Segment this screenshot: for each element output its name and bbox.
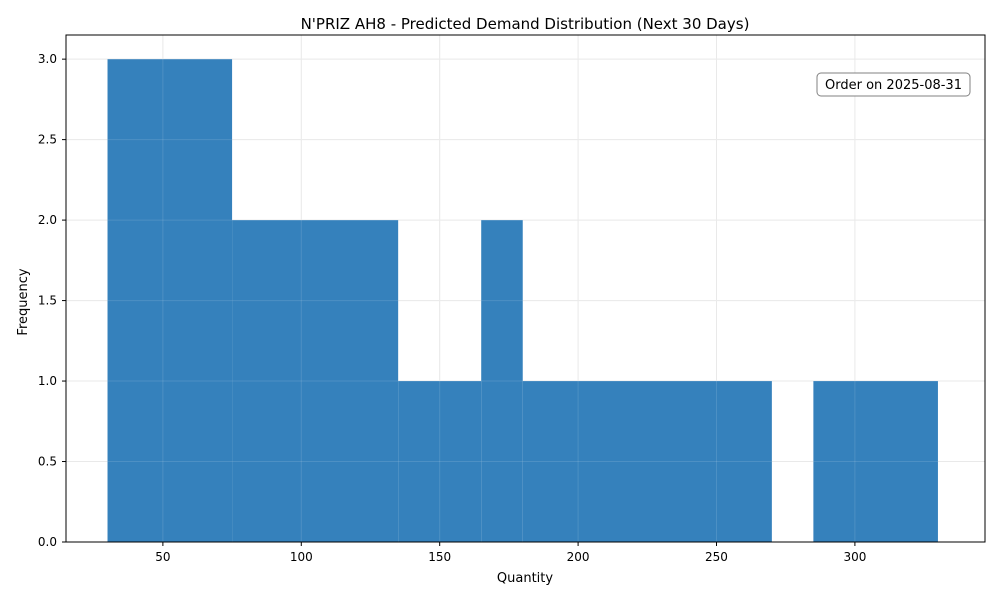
- annotation-text: Order on 2025-08-31: [825, 78, 962, 93]
- histogram-bar: [813, 381, 938, 542]
- y-tick-label: 0.5: [38, 455, 57, 469]
- y-axis-label: Frequency: [16, 268, 31, 335]
- y-tick-label: 0.0: [38, 535, 57, 549]
- annotation-frame: [816, 72, 971, 97]
- y-tick-label: 3.0: [38, 52, 57, 66]
- x-axis-label: Quantity: [497, 571, 553, 586]
- x-tick-label: 100: [290, 550, 313, 564]
- histogram-bar: [107, 59, 233, 543]
- histogram-bar: [481, 220, 523, 542]
- y-tick-label: 1.5: [38, 294, 57, 308]
- x-tick-label: 150: [428, 550, 451, 564]
- y-tick-label: 2.5: [38, 133, 57, 147]
- histogram-bar: [522, 381, 772, 542]
- bars: [107, 59, 938, 543]
- annotation-box: Order on 2025-08-31: [816, 72, 971, 97]
- histogram-bar: [232, 220, 399, 542]
- y-tick-label: 2.0: [38, 213, 57, 227]
- x-axis-ticks: 50 100 150 200 250 300: [155, 542, 866, 564]
- histogram-bar: [398, 381, 482, 542]
- y-axis-ticks: 0.0 0.5 1.0 1.5 2.0 2.5 3.0: [38, 52, 66, 549]
- chart-title: N'PRIZ AH8 - Predicted Demand Distributi…: [301, 15, 750, 33]
- y-tick-label: 1.0: [38, 374, 57, 388]
- x-tick-label: 300: [843, 550, 866, 564]
- x-tick-label: 250: [705, 550, 728, 564]
- x-tick-label: 200: [567, 550, 590, 564]
- x-tick-label: 50: [155, 550, 170, 564]
- plot-frame: [65, 34, 986, 543]
